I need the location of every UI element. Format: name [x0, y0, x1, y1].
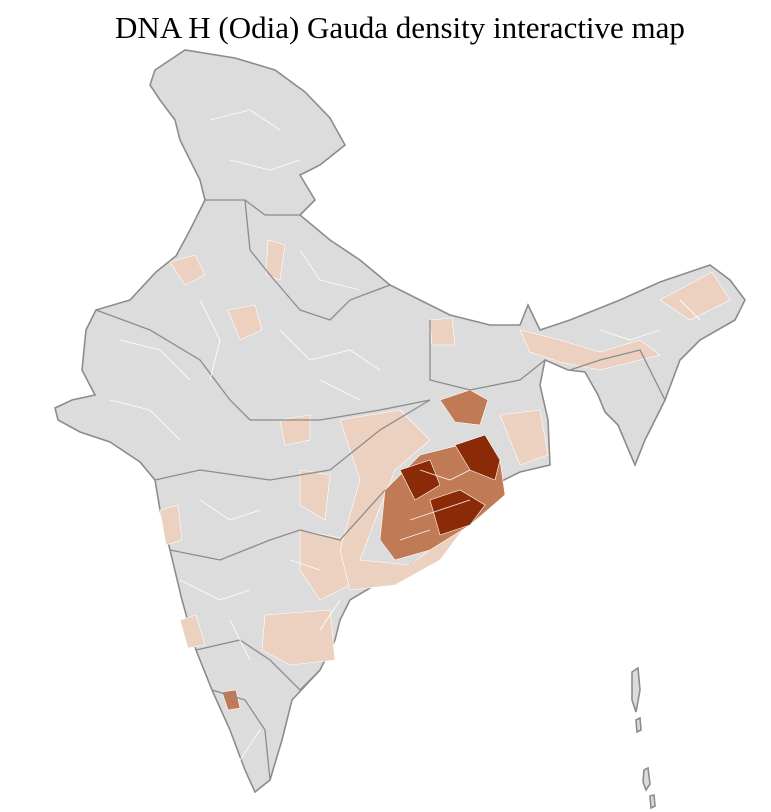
region — [299, 469, 331, 521]
boundary — [569, 349, 666, 401]
density-regions — [159, 239, 731, 711]
region — [519, 329, 661, 371]
boundary — [429, 320, 546, 391]
islands — [642, 766, 651, 792]
state-boundaries — [95, 199, 666, 781]
region — [279, 414, 311, 446]
boundary — [195, 639, 321, 691]
region — [227, 304, 263, 341]
boundary — [154, 399, 431, 481]
region — [429, 489, 486, 536]
region — [399, 459, 441, 501]
region — [179, 614, 206, 649]
islands — [631, 666, 641, 713]
region — [429, 317, 456, 346]
boundary — [599, 299, 701, 341]
boundary — [399, 469, 471, 541]
boundary — [169, 489, 386, 561]
islands — [649, 793, 656, 810]
boundary — [239, 559, 341, 761]
boundary — [179, 499, 261, 661]
boundary — [244, 199, 391, 321]
boundary — [279, 249, 381, 401]
region — [265, 239, 286, 281]
boundary — [205, 199, 300, 216]
region — [659, 271, 731, 321]
region — [454, 434, 501, 481]
boundary — [109, 299, 221, 441]
district-lines — [109, 109, 701, 761]
boundary — [211, 689, 271, 781]
region — [439, 389, 489, 426]
region — [159, 504, 183, 546]
region — [169, 254, 206, 286]
boundary — [209, 109, 301, 171]
islands — [635, 716, 642, 734]
region — [499, 409, 549, 466]
boundary — [95, 309, 431, 421]
map-title: DNA H (Odia) Gauda density interactive m… — [115, 10, 685, 45]
region — [261, 609, 336, 666]
